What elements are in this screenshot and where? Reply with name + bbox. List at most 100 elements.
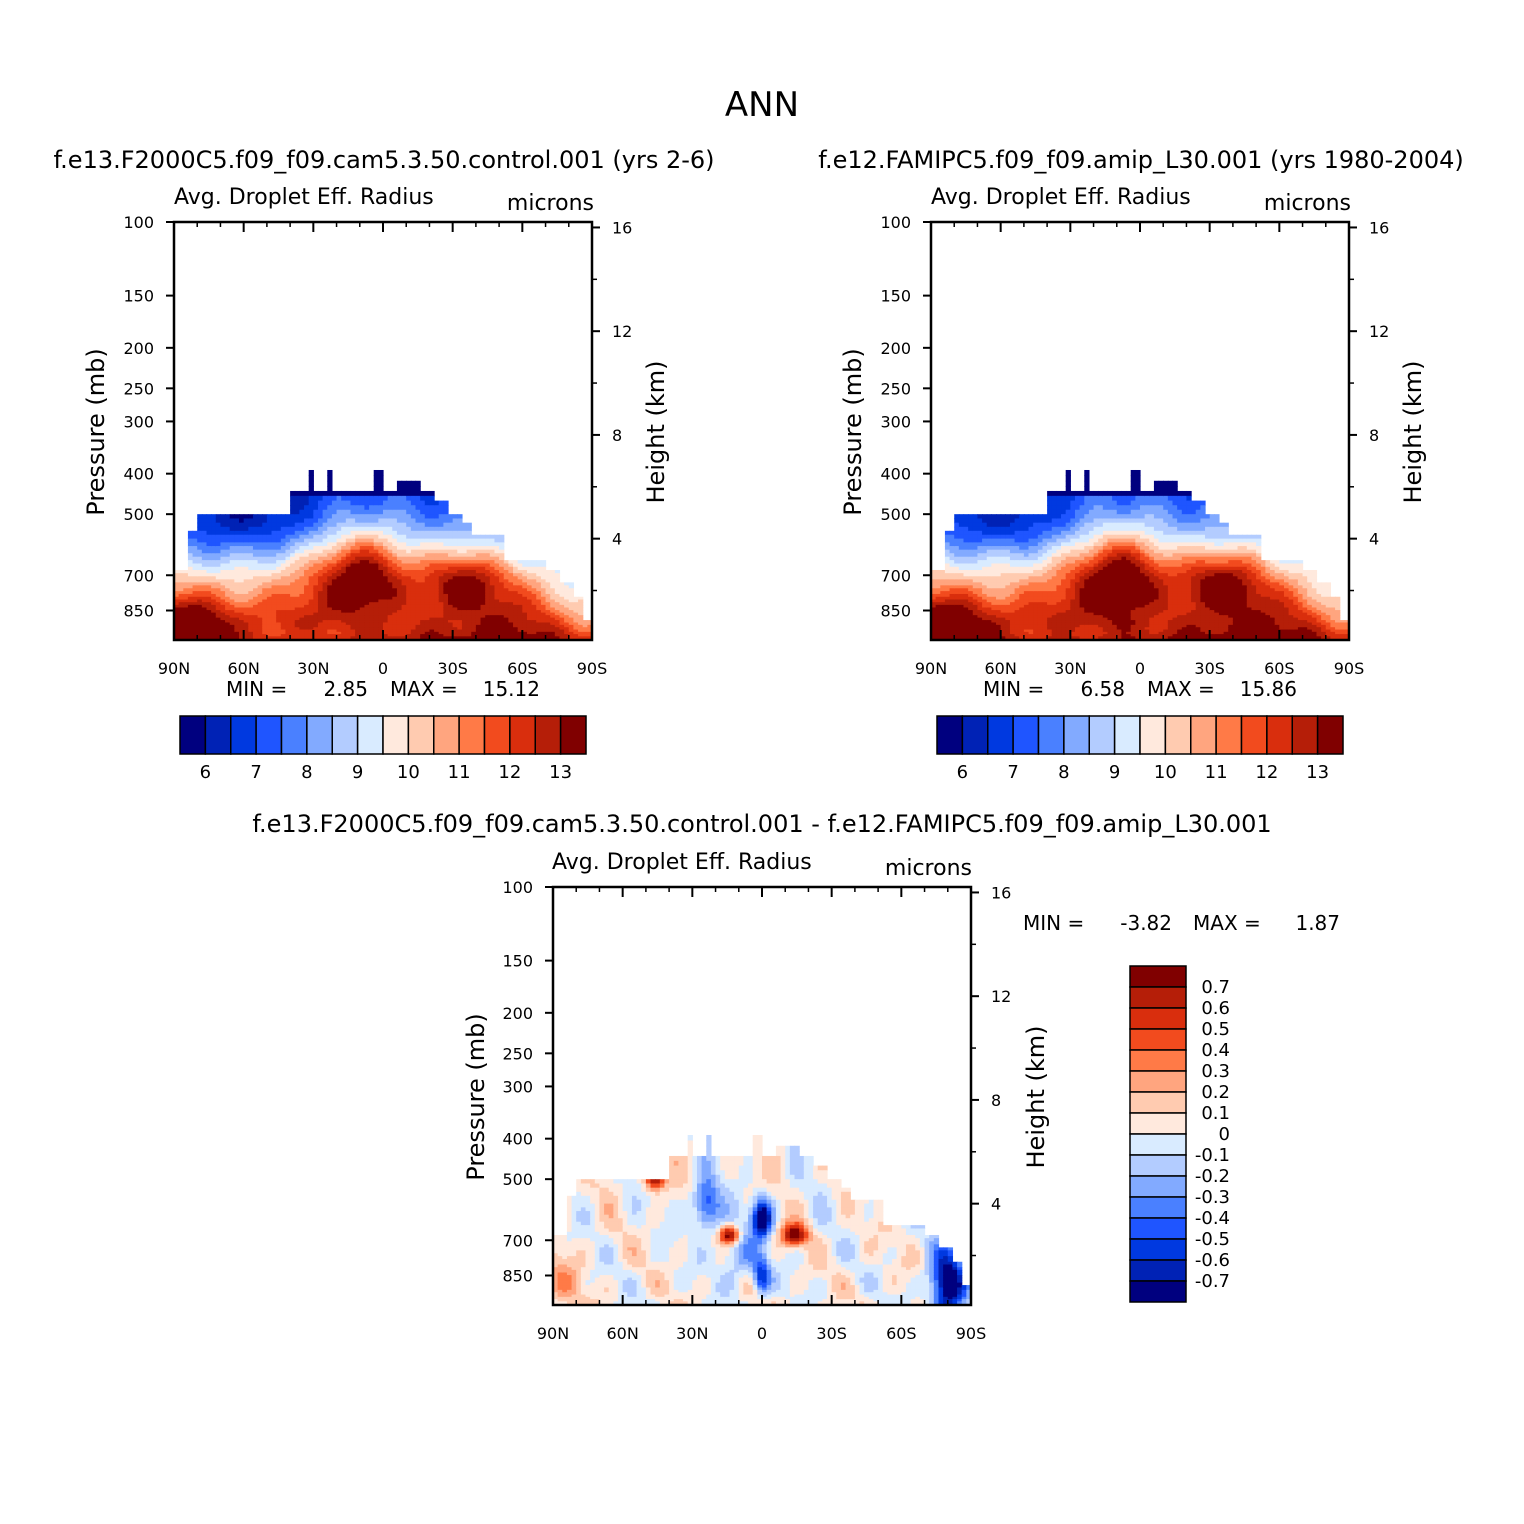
- heatmap-cell: [331, 500, 338, 506]
- heatmap-cell: [336, 546, 342, 551]
- heatmap-cell: [434, 612, 440, 616]
- heatmap-cell: [192, 546, 198, 551]
- heatmap-cell: [322, 573, 328, 577]
- heatmap-cell: [972, 549, 979, 554]
- heatmap-cell: [327, 596, 333, 601]
- heatmap-cell: [252, 579, 259, 583]
- heatmap-cell: [1047, 569, 1053, 574]
- heatmap-cell: [396, 607, 403, 611]
- heatmap-cell: [192, 624, 198, 628]
- heatmap-cell: [294, 624, 300, 628]
- heatmap-cell: [1037, 588, 1044, 592]
- heatmap-cell: [991, 573, 997, 577]
- heatmap-cell: [308, 615, 314, 619]
- heatmap-cell: [290, 556, 296, 561]
- heatmap-cell: [387, 549, 393, 554]
- heatmap-cell: [387, 538, 393, 543]
- heatmap-cell: [420, 629, 426, 633]
- heatmap-cell: [452, 585, 458, 589]
- heatmap-cell: [1005, 617, 1011, 621]
- heatmap-cell: [322, 576, 328, 580]
- heatmap-cell: [508, 582, 514, 586]
- heatmap-cell: [387, 579, 393, 583]
- heatmap-cell: [485, 569, 491, 574]
- heatmap-cell: [317, 636, 324, 640]
- heatmap-cell: [331, 591, 338, 595]
- heatmap-cell: [415, 573, 421, 577]
- heatmap-cell: [466, 542, 472, 547]
- heatmap-cell: [958, 629, 965, 633]
- heatmap-cell: [494, 627, 500, 631]
- heatmap-cell: [415, 530, 421, 536]
- heatmap-cell: [364, 553, 370, 558]
- heatmap-cell: [434, 629, 440, 633]
- heatmap-cell: [266, 518, 273, 524]
- heatmap-cell: [1005, 585, 1011, 589]
- heatmap-cell: [243, 615, 249, 619]
- heatmap-cell: [503, 599, 509, 603]
- heatmap-cell: [977, 560, 983, 565]
- heatmap-cell: [383, 582, 389, 586]
- heatmap-cell: [345, 546, 352, 551]
- heatmap-cell: [986, 549, 992, 554]
- heatmap-cell: [345, 602, 352, 606]
- heatmap-cell: [239, 553, 245, 558]
- heatmap-cell: [420, 500, 426, 506]
- heatmap-cell: [1033, 560, 1039, 565]
- heatmap-cell: [443, 591, 449, 595]
- heatmap-cell: [359, 500, 366, 506]
- heatmap-cell: [211, 604, 217, 609]
- heatmap-cell: [359, 526, 366, 532]
- heatmap-cell: [466, 576, 472, 580]
- heatmap-cell: [322, 495, 328, 502]
- heatmap-cell: [1023, 538, 1030, 543]
- heatmap-cell: [522, 596, 528, 601]
- heatmap-cell: [536, 604, 542, 609]
- heatmap-cell: [503, 615, 509, 619]
- heatmap-cell: [1074, 573, 1081, 577]
- colorbar-box: [407, 715, 435, 755]
- heatmap-cell: [276, 582, 282, 586]
- heatmap-cell: [234, 617, 240, 621]
- heatmap-cell: [415, 604, 421, 609]
- heatmap-cell: [304, 631, 310, 635]
- heatmap-cell: [401, 514, 407, 520]
- heatmap-cell: [564, 604, 570, 609]
- heatmap-cell: [531, 604, 537, 609]
- heatmap-cell: [1061, 624, 1067, 628]
- heatmap-cell: [285, 573, 291, 577]
- heatmap-cell: [304, 526, 310, 532]
- heatmap-cell: [429, 588, 435, 592]
- heatmap-cell: [531, 560, 537, 565]
- heatmap-cell: [1070, 579, 1076, 583]
- heatmap-cell: [429, 534, 435, 540]
- heatmap-cell: [215, 620, 222, 624]
- colorbar-box: [204, 715, 232, 755]
- heatmap-cell: [1009, 549, 1016, 554]
- heatmap-cell: [1014, 573, 1020, 577]
- heatmap-cell: [466, 585, 472, 589]
- heatmap-cell: [215, 560, 222, 565]
- heatmap-cell: [187, 553, 194, 558]
- heatmap-cell: [294, 534, 300, 540]
- heatmap-cell: [949, 549, 955, 554]
- heatmap-cell: [355, 610, 361, 614]
- heatmap-cell: [503, 602, 509, 606]
- heatmap-cell: [517, 610, 523, 614]
- heatmap-cell: [1056, 573, 1062, 577]
- heatmap-cell: [364, 518, 370, 524]
- heatmap-cell: [485, 576, 491, 580]
- heatmap-cell: [383, 509, 389, 515]
- heatmap-cell: [373, 604, 379, 609]
- heatmap-cell: [1033, 569, 1039, 574]
- heatmap-cell: [401, 534, 407, 540]
- heatmap-cell: [1028, 636, 1034, 640]
- heatmap-cell: [1000, 617, 1006, 621]
- heatmap-cell: [383, 624, 389, 628]
- heatmap-cell: [471, 585, 477, 589]
- heatmap-cell: [415, 538, 421, 543]
- heatmap-cell: [1056, 596, 1062, 601]
- heatmap-cell: [187, 627, 194, 631]
- heatmap-cell: [266, 563, 273, 568]
- heatmap-cell: [531, 629, 537, 633]
